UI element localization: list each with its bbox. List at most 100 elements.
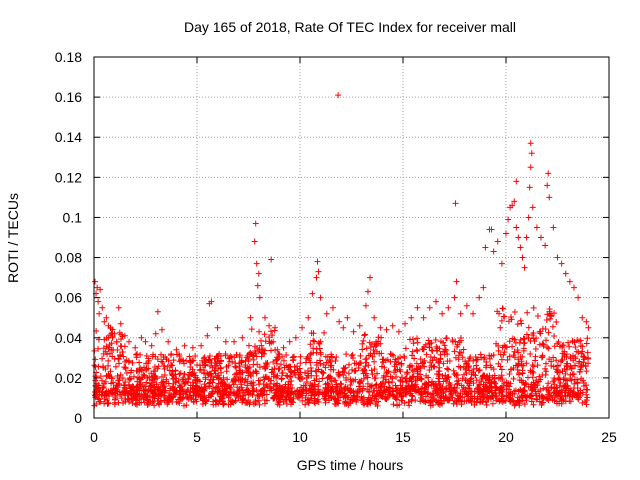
cloud-point <box>178 387 185 394</box>
data-point <box>528 150 535 157</box>
cloud-point <box>485 395 492 402</box>
cloud-point <box>450 387 457 394</box>
cloud-point <box>427 353 434 360</box>
data-point <box>585 324 592 331</box>
cloud-point <box>324 380 331 387</box>
data-point <box>476 294 483 301</box>
cloud-point <box>220 401 227 408</box>
cloud-point <box>192 352 199 359</box>
cloud-point <box>489 400 496 407</box>
cloud-point <box>374 402 381 409</box>
cloud-point <box>359 346 366 353</box>
cloud-point <box>551 310 558 317</box>
data-point <box>208 298 215 305</box>
data-point <box>256 294 263 301</box>
cloud-point <box>340 372 347 379</box>
cloud-point <box>460 371 467 378</box>
cloud-point <box>541 394 548 401</box>
cloud-point <box>186 369 193 376</box>
cloud-point <box>347 388 354 395</box>
cloud-point <box>392 356 399 363</box>
cloud-point <box>499 376 506 383</box>
cloud-point <box>227 397 234 404</box>
cloud-point <box>405 398 412 405</box>
data-point <box>542 242 549 249</box>
data-point <box>452 200 459 207</box>
data-point <box>315 268 322 275</box>
cloud-point <box>164 401 171 408</box>
cloud-point <box>327 366 334 373</box>
cloud-point <box>200 394 207 401</box>
cloud-point <box>315 339 322 346</box>
cloud-point <box>246 342 253 349</box>
cloud-point <box>506 371 513 378</box>
cloud-point <box>539 352 546 359</box>
cloud-point <box>143 379 150 386</box>
cloud-point <box>232 360 239 367</box>
cloud-point <box>296 371 303 378</box>
data-point <box>117 320 124 327</box>
cloud-point <box>495 347 502 354</box>
cloud-point <box>273 360 280 367</box>
cloud-point <box>306 357 313 364</box>
cloud-point <box>237 393 244 400</box>
cloud-point <box>115 356 122 363</box>
cloud-point <box>212 370 219 377</box>
cloud-point <box>449 338 456 345</box>
cloud-point <box>239 387 246 394</box>
cloud-point <box>310 345 317 352</box>
cloud-point <box>291 353 298 360</box>
cloud-point <box>491 378 498 385</box>
cloud-point <box>549 396 556 403</box>
cloud-point <box>180 390 187 397</box>
cloud-point <box>252 368 259 375</box>
cloud-point <box>429 347 436 354</box>
cloud-point <box>394 385 401 392</box>
cloud-point <box>277 396 284 403</box>
cloud-point <box>210 385 217 392</box>
cloud-point <box>490 366 497 373</box>
cloud-point <box>583 368 590 375</box>
cloud-point <box>555 376 562 383</box>
cloud-point <box>445 373 452 380</box>
cloud-point <box>492 383 499 390</box>
cloud-point <box>248 326 255 333</box>
cloud-point <box>405 383 412 390</box>
cloud-point <box>315 383 322 390</box>
data-point <box>99 304 106 311</box>
cloud-point <box>402 375 409 382</box>
cloud-point <box>287 368 294 375</box>
cloud-point <box>272 347 279 354</box>
cloud-point <box>525 324 532 331</box>
cloud-point <box>437 382 444 389</box>
data-point <box>189 344 196 351</box>
cloud-point <box>197 362 204 369</box>
cloud-point <box>212 397 219 404</box>
cloud-point <box>398 374 405 381</box>
cloud-point <box>451 384 458 391</box>
cloud-point <box>117 336 124 343</box>
cloud-point <box>540 395 547 402</box>
cloud-point <box>417 398 424 405</box>
cloud-point <box>579 348 586 355</box>
cloud-point <box>557 358 564 365</box>
cloud-point <box>501 349 508 356</box>
cloud-point <box>409 348 416 355</box>
cloud-point <box>463 365 470 372</box>
cloud-point <box>386 379 393 386</box>
data-point <box>453 278 460 285</box>
cloud-point <box>567 363 574 370</box>
data-point <box>154 308 161 315</box>
cloud-point <box>136 368 143 375</box>
cloud-point <box>532 357 539 364</box>
data-point <box>299 324 306 331</box>
cloud-point <box>256 401 263 408</box>
cloud-point <box>581 382 588 389</box>
cloud-point <box>176 382 183 389</box>
cloud-point <box>414 348 421 355</box>
cloud-point <box>502 343 509 350</box>
cloud-point <box>254 392 261 399</box>
cloud-point <box>313 359 320 366</box>
cloud-point <box>555 392 562 399</box>
data-point <box>371 314 378 321</box>
